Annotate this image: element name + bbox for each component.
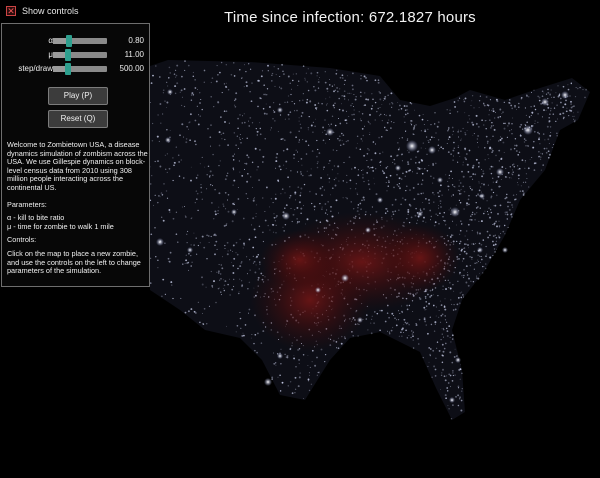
controls-text: Click on the map to place a new zombie, … (7, 248, 141, 276)
parameters-heading: Parameters: (7, 199, 47, 209)
mu-slider[interactable] (53, 49, 107, 61)
param-row-alpha: α 0.80 (2, 35, 151, 47)
mu-slider-knob[interactable] (65, 49, 72, 61)
param-label-step: step/draw (18, 64, 53, 73)
param-alpha-desc: α - kill to bite ratio (7, 213, 65, 223)
param-value-mu: 11.00 (124, 50, 144, 59)
param-mu-desc: μ - time for zombie to walk 1 mile (7, 221, 114, 231)
controls-heading: Controls: (7, 235, 37, 245)
show-controls-checkbox[interactable]: ✕ (6, 6, 16, 16)
param-label-mu: μ (48, 50, 53, 59)
play-button[interactable]: Play (P) (48, 87, 108, 105)
step-slider-fill (53, 66, 68, 72)
param-value-alpha: 0.80 (128, 36, 144, 45)
show-controls-label: Show controls (22, 6, 79, 16)
step-slider[interactable] (53, 63, 107, 75)
param-row-step: step/draw 500.00 (2, 63, 151, 75)
alpha-slider-knob[interactable] (66, 35, 73, 47)
controls-panel: α 0.80 μ 11.00 step/draw 500.00 Play (P)… (1, 23, 150, 287)
reset-button[interactable]: Reset (Q) (48, 110, 108, 128)
infected-region (250, 212, 460, 352)
time-since-infection: Time since infection: 672.1827 hours (224, 9, 476, 26)
step-slider-knob[interactable] (64, 63, 71, 75)
param-label-alpha: α (48, 36, 53, 45)
param-value-step: 500.00 (119, 64, 144, 73)
welcome-text: Welcome to Zombietown USA, a disease dyn… (7, 140, 148, 192)
alpha-slider[interactable] (53, 35, 107, 47)
show-controls-toggle[interactable]: ✕ Show controls (6, 6, 79, 16)
info-text: Welcome to Zombietown USA, a disease dyn… (7, 140, 149, 276)
mu-slider-fill (53, 52, 69, 58)
param-row-mu: μ 11.00 (2, 49, 151, 61)
checkmark-icon: ✕ (7, 5, 15, 16)
alpha-slider-fill (53, 38, 70, 44)
city-lights (156, 89, 569, 403)
